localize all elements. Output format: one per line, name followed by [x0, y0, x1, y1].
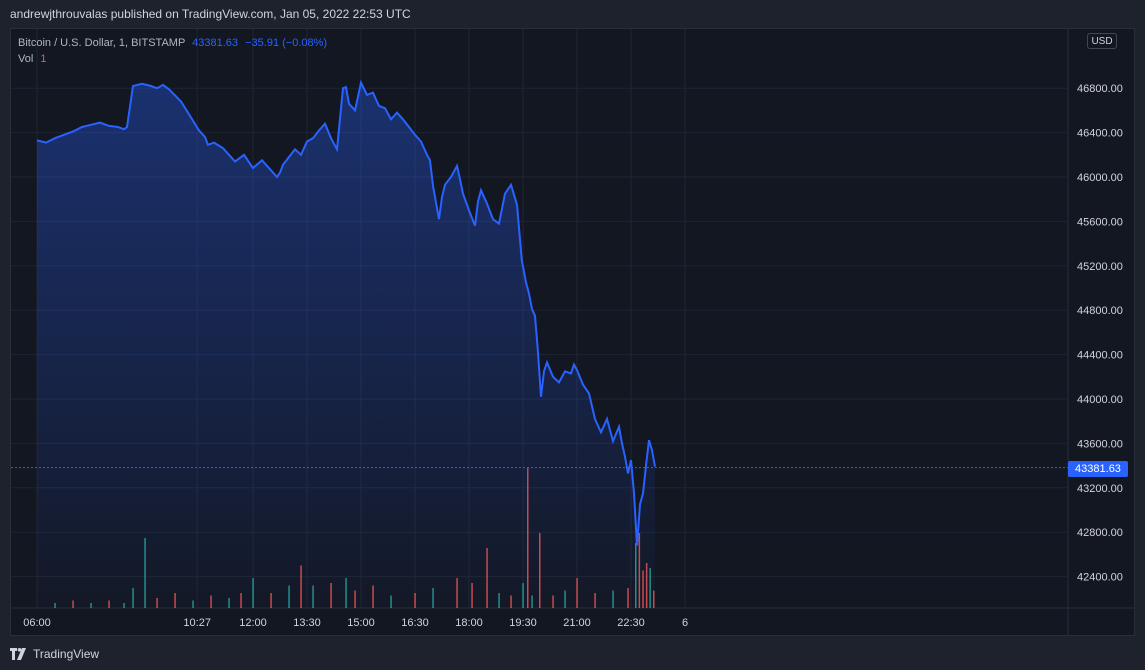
x-tick-label: 06:00 — [23, 617, 51, 629]
published-byline: andrewjthrouvalas published on TradingVi… — [10, 7, 411, 21]
legend-price: 43381.63 — [192, 37, 239, 49]
symbol-label[interactable]: Bitcoin / U.S. Dollar, 1, BITSTAMP — [18, 37, 186, 49]
x-tick-label: 22:30 — [617, 617, 645, 629]
x-tick-label: 6 — [682, 617, 688, 629]
y-tick-label: 45200.00 — [1077, 261, 1123, 273]
x-tick-label: 18:00 — [455, 617, 483, 629]
x-tick-label: 16:30 — [401, 617, 429, 629]
x-tick-label: 19:30 — [509, 617, 537, 629]
legend-change: −35.91 (−0.08%) — [245, 37, 328, 49]
last-price-tag: 43381.63 — [1068, 461, 1128, 477]
tradingview-footer[interactable]: TradingView — [10, 646, 99, 662]
x-tick-label: 12:00 — [239, 617, 267, 629]
y-tick-label: 44400.00 — [1077, 350, 1123, 362]
x-tick-label: 15:00 — [347, 617, 375, 629]
chart-legend: Bitcoin / U.S. Dollar, 1, BITSTAMP 43381… — [18, 35, 327, 67]
price-line — [36, 79, 656, 546]
y-tick-label: 42800.00 — [1077, 527, 1123, 539]
volume-label[interactable]: Vol — [18, 53, 34, 65]
volume-value: 1 — [40, 53, 47, 65]
y-tick-label: 44000.00 — [1077, 394, 1123, 406]
currency-badge[interactable]: USD — [1087, 33, 1117, 49]
y-tick-label: 44800.00 — [1077, 305, 1123, 317]
x-tick-label: 10:27 — [183, 617, 211, 629]
y-tick-label: 43600.00 — [1077, 438, 1123, 450]
price-axis[interactable]: 42400.00 42800.00 43200.00 43600.00 44000.00… — [1077, 83, 1123, 583]
y-tick-label: 46400.00 — [1077, 128, 1123, 140]
price-area-fill — [37, 82, 655, 608]
y-tick-label: 46000.00 — [1077, 172, 1123, 184]
tradingview-brand: TradingView — [33, 647, 100, 661]
y-tick-label: 43200.00 — [1077, 483, 1123, 495]
x-tick-label: 13:30 — [293, 617, 321, 629]
time-axis[interactable]: 06:00 10:27 12:00 13:30 15:00 16:30 18:00 19:30… — [23, 617, 688, 629]
tradingview-logo-icon — [10, 648, 26, 660]
x-tick-label: 21:00 — [563, 617, 591, 629]
y-tick-label: 42400.00 — [1077, 572, 1123, 584]
y-tick-label: 45600.00 — [1077, 216, 1123, 228]
y-tick-label: 46800.00 — [1077, 83, 1123, 95]
